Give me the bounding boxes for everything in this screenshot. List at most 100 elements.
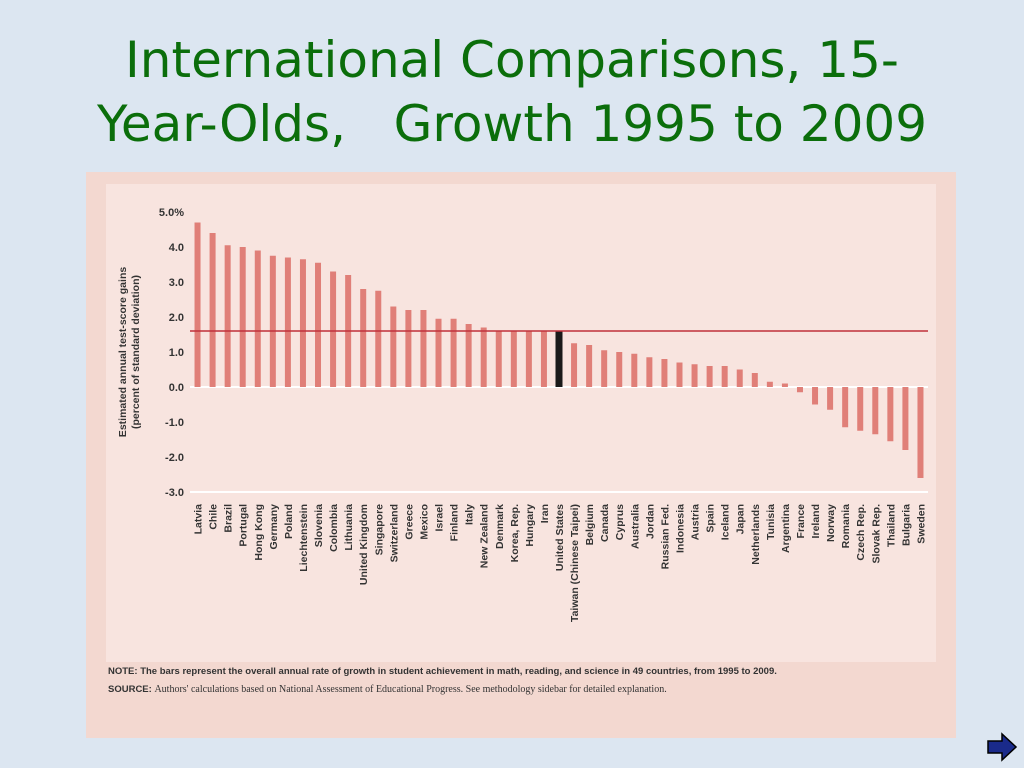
x-tick-label: Sweden: [915, 504, 927, 544]
bar-iceland: [721, 366, 728, 387]
x-tick-label: Japan: [735, 504, 747, 534]
bar-greece: [405, 310, 412, 387]
bar-canada: [601, 350, 608, 387]
x-tick-label: Thailand: [885, 504, 897, 547]
bar-sweden: [917, 387, 924, 478]
bar-korea-rep-: [510, 331, 517, 387]
bar-finland: [450, 318, 457, 387]
x-tick-label: Poland: [283, 504, 295, 539]
x-tick-label: Korea, Rep.: [509, 504, 521, 562]
bar-russian-fed-: [661, 359, 668, 387]
y-tick-label: -2.0: [165, 452, 184, 464]
title-line-1: International Comparisons, 15-: [125, 31, 899, 89]
y-tick-label: 3.0: [169, 277, 184, 289]
bar-slovenia: [315, 262, 322, 387]
x-tick-label: Argentina: [780, 504, 792, 553]
bar-mexico: [420, 310, 427, 387]
x-tick-label: Switzerland: [388, 504, 400, 562]
bar-iran: [540, 331, 547, 387]
y-tick-label: 4.0: [169, 242, 184, 254]
chart-note: NOTE: The bars represent the overall ann…: [108, 666, 948, 677]
bar-israel: [435, 318, 442, 387]
bar-hungary: [525, 331, 532, 387]
title-line-2: Year-Olds, Growth 1995 to 2009: [96, 95, 928, 153]
bar-indonesia: [676, 362, 683, 387]
x-tick-label: Italy: [464, 504, 476, 525]
bar-netherlands: [751, 373, 758, 387]
x-tick-label: Netherlands: [750, 504, 762, 565]
bar-czech-rep-: [857, 387, 864, 431]
chart-plot-area: Estimated annual test-score gains (percen…: [106, 184, 936, 662]
y-tick-label: 0.0: [169, 382, 184, 394]
x-tick-label: Hungary: [524, 504, 536, 547]
x-tick-label: Latvia: [193, 504, 205, 535]
x-tick-label: Canada: [599, 504, 611, 542]
y-tick-label: 5.0%: [159, 207, 184, 219]
note-text: The bars represent the overall annual ra…: [140, 666, 777, 677]
x-tick-label: Belgium: [584, 504, 596, 545]
note-label: NOTE:: [108, 666, 138, 677]
bar-brazil: [224, 245, 231, 387]
x-tick-label: Brazil: [223, 504, 235, 533]
chart-source: SOURCE: Authors' calculations based on N…: [108, 684, 948, 695]
y-tick-label: 1.0: [169, 347, 184, 359]
bar-cyprus: [616, 352, 623, 387]
x-tick-label: Greece: [403, 504, 415, 540]
bar-chile: [209, 233, 216, 387]
x-tick-label: Portugal: [238, 504, 250, 547]
x-tick-label: France: [795, 504, 807, 539]
bar-liechtenstein: [299, 259, 306, 387]
x-tick-label: Chile: [208, 504, 220, 530]
y-tick-label: -1.0: [165, 417, 184, 429]
bar-slovak-rep-: [872, 387, 879, 435]
x-tick-label: Iran: [539, 504, 551, 523]
x-tick-label: Cyprus: [614, 504, 626, 540]
bar-chart: Estimated annual test-score gains (percen…: [117, 207, 928, 622]
x-tick-label: United Kingdom: [358, 504, 370, 585]
right-arrow-icon: [987, 732, 1018, 762]
x-tick-label: Colombia: [328, 504, 340, 552]
bar-switzerland: [390, 306, 397, 387]
bar-romania: [842, 387, 849, 428]
x-tick-label: Jordan: [644, 504, 656, 539]
x-tick-label: Norway: [825, 504, 837, 542]
bar-thailand: [887, 387, 894, 442]
x-tick-label: Czech Rep.: [855, 504, 867, 561]
y-tick-label: 2.0: [169, 312, 184, 324]
x-tick-label: Liechtenstein: [298, 504, 310, 572]
bar-france: [796, 387, 803, 393]
bar-austria: [691, 364, 698, 387]
y-axis-title-line-1: Estimated annual test-score gains: [117, 267, 129, 438]
x-tick-label: Australia: [629, 504, 641, 549]
bar-germany: [269, 255, 276, 387]
bar-italy: [465, 324, 472, 387]
bar-australia: [631, 353, 638, 387]
bar-portugal: [239, 247, 246, 387]
y-axis-title-line-2: (percent of standard deviation): [130, 275, 142, 429]
bar-tunisia: [766, 381, 773, 387]
bar-jordan: [646, 357, 653, 387]
x-tick-label: Hong Kong: [253, 504, 265, 561]
bar-colombia: [330, 271, 337, 387]
chart-panel: Estimated annual test-score gains (percen…: [86, 172, 956, 738]
x-tick-label: Bulgaria: [900, 504, 912, 546]
bar-taiwan-chinese-taipei-: [571, 343, 578, 387]
x-tick-label: Russian Fed.: [659, 504, 671, 569]
bar-ireland: [812, 387, 819, 405]
bar-hong-kong: [254, 250, 261, 387]
bar-norway: [827, 387, 834, 410]
next-slide-button[interactable]: [986, 732, 1018, 762]
bar-japan: [736, 369, 743, 387]
bar-poland: [284, 257, 291, 387]
x-tick-label: Slovenia: [313, 504, 325, 547]
x-tick-label: Romania: [840, 504, 852, 549]
x-tick-label: Mexico: [418, 504, 430, 540]
bar-spain: [706, 366, 713, 387]
x-tick-label: Austria: [690, 504, 702, 540]
x-tick-label: New Zealand: [479, 504, 491, 568]
y-tick-label: -3.0: [165, 487, 184, 499]
x-tick-label: Ireland: [810, 504, 822, 538]
x-tick-label: Israel: [434, 504, 446, 532]
x-tick-label: United States: [554, 504, 566, 571]
x-tick-label: Finland: [449, 504, 461, 541]
